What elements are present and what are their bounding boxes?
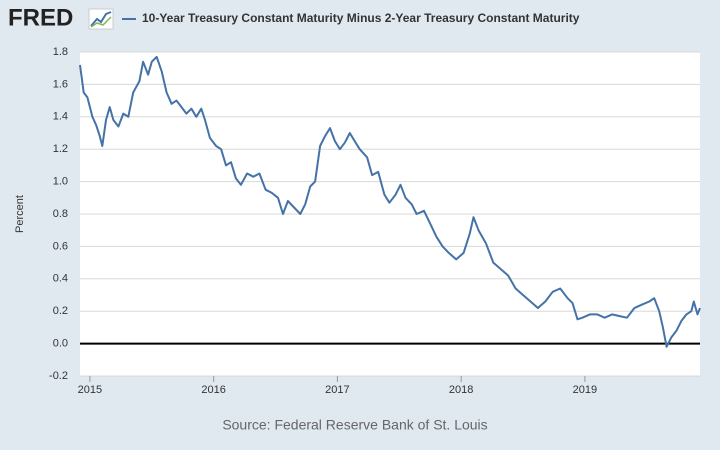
x-tick-label: 2018 — [449, 384, 473, 396]
series-line — [79, 55, 701, 348]
logo-icon — [88, 8, 114, 30]
logo: FRED — [8, 4, 73, 31]
x-tick-label: 2019 — [573, 384, 597, 396]
x-tick-label: 2015 — [78, 384, 102, 396]
y-tick-label: -0.2 — [49, 370, 68, 382]
legend-label: 10-Year Treasury Constant Maturity Minus… — [142, 11, 580, 25]
x-tick-label: 2016 — [201, 384, 225, 396]
y-tick-label: 1.2 — [53, 143, 68, 155]
y-tick-label: 0.4 — [53, 273, 68, 285]
y-tick-label: 0.6 — [53, 240, 68, 252]
y-tick-label: 0.0 — [53, 338, 68, 350]
source: Source: Federal Reserve Bank of St. Loui… — [222, 417, 487, 433]
y-tick-label: 1.6 — [53, 78, 68, 90]
y-tick-label: 1.0 — [53, 176, 68, 188]
y-tick-label: 1.4 — [53, 111, 68, 123]
y-tick-label: 1.8 — [53, 46, 68, 58]
y-tick-label: 0.2 — [53, 305, 68, 317]
y-axis-label: Percent — [14, 195, 26, 233]
x-tick-label: 2017 — [325, 384, 349, 396]
y-tick-label: 0.8 — [53, 208, 68, 220]
